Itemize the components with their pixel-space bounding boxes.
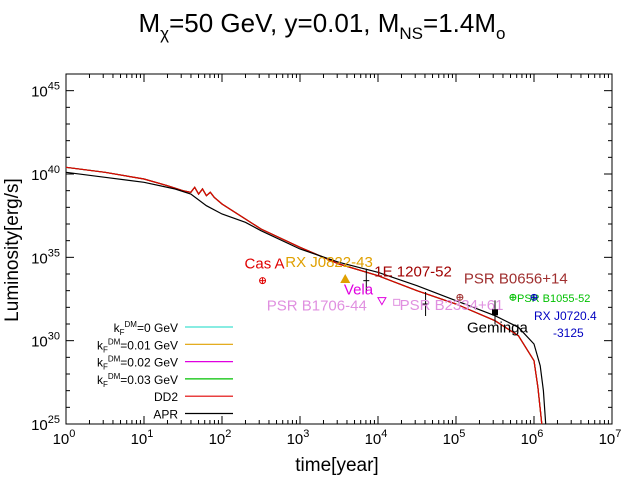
legend-label: DD2 [154,390,178,404]
x-tick-exponent: 4 [381,428,387,440]
legend-label-part: =0.03 GeV [120,373,178,387]
observation-label: Vela [344,282,374,299]
y-tick-base: 10 [31,417,48,434]
x-tick-label: 105 [443,428,466,448]
y-tick-base: 10 [31,334,48,351]
y-axis-label: Luminosity[erg/s] [2,178,23,322]
observation-marker [340,274,351,283]
observation-label: Cas A [245,256,285,273]
axis-tick-labels: 100 101 102 103 104 105 106 1071025103010351040… [31,81,621,448]
x-tick-label: 104 [365,428,388,448]
x-tick-exponent: 6 [537,428,543,440]
x-tick-base: 10 [209,431,226,448]
legend-label: kFDM=0 GeV [114,320,178,337]
legend-label-subscript: F [103,363,108,372]
x-tick-exponent: 2 [225,428,231,440]
title-part-t1: =50 GeV, y=0.01, M [169,8,399,38]
observation-marker [393,298,401,306]
y-tick-base: 10 [31,167,48,184]
x-tick-label: 106 [521,428,544,448]
y-tick-label: 1040 [31,164,60,184]
plot-frame [65,73,613,425]
title-part-t2: =1.4M [423,8,496,38]
observation-label: PSR B1706-44 [267,297,367,314]
observation-label: PSR B2334+61 [400,297,504,314]
x-tick-base: 10 [443,431,460,448]
x-tick-base: 10 [521,431,538,448]
x-tick-exponent: 7 [615,428,621,440]
legend-label-superscript: DM [108,372,121,381]
observation-label: -3125 [553,326,584,340]
legend-label: APR [153,408,178,422]
title-part-m1: M [138,8,160,38]
observation-label: 1E 1207-52 [374,264,452,281]
legend-label-subscript: F [103,380,108,389]
y-tick-label: 1045 [31,81,60,101]
legend-label-part: k [97,338,104,352]
legend-label-part: APR [153,408,178,422]
y-tick-label: 1025 [31,414,60,434]
legend-label-part: =0.01 GeV [120,338,178,352]
x-tick-base: 10 [599,431,616,448]
observation-label: PSR B1055-52 [517,293,590,305]
y-tick-base: 10 [31,84,48,101]
legend-label-part: =0 GeV [137,321,178,335]
x-tick-label: 107 [599,428,622,448]
x-tick-label: 102 [209,428,232,448]
y-tick-exponent: 30 [48,331,60,343]
legend-label-part: DD2 [154,390,178,404]
observation-label: PSR B0656+14 [464,270,568,287]
observation-label: RX J0720.4 [534,309,597,323]
legend-label: kFDM=0.03 GeV [97,372,178,389]
x-tick-exponent: 1 [147,428,153,440]
title-part-s2: NS [399,24,423,43]
legend-label-subscript: F [103,345,108,354]
x-tick-label: 101 [131,428,154,448]
legend-label: kFDM=0.01 GeV [97,337,178,354]
title-part-s1: χ [160,24,169,43]
x-tick-base: 10 [53,431,70,448]
y-tick-base: 10 [31,250,48,267]
title-part-s3: o [496,24,505,43]
x-tick-label: 100 [53,428,76,448]
series-line-5 [65,171,547,425]
legend-label-superscript: DM [125,320,138,329]
x-tick-exponent: 3 [303,428,309,440]
x-tick-base: 10 [287,431,304,448]
x-tick-exponent: 5 [459,428,465,440]
observation-marker [377,297,387,306]
x-tick-base: 10 [365,431,382,448]
chart-title: Mχ=50 GeV, y=0.01, MNS=1.4Mo [138,8,505,43]
y-tick-label: 1030 [31,331,60,351]
observation-label: Geminga [467,319,529,336]
x-tick-exponent: 0 [69,428,75,440]
observation-label: RX J0822-43 [285,254,373,271]
x-tick-base: 10 [131,431,148,448]
legend-label-part: k [97,356,104,370]
y-tick-exponent: 40 [48,164,60,176]
axis-ticks [65,74,613,425]
legend-label: kFDM=0.02 GeV [97,355,178,372]
legend-label-part: k [114,321,121,335]
legend-label-subscript: F [120,328,125,337]
legend-label-superscript: DM [108,337,121,346]
y-tick-exponent: 45 [48,81,60,93]
legend-label-part: =0.02 GeV [120,356,178,370]
legend-label-superscript: DM [108,355,121,364]
y-tick-exponent: 25 [48,414,60,426]
y-tick-label: 1035 [31,247,60,267]
y-tick-exponent: 35 [48,247,60,259]
x-axis-label: time[year] [295,455,378,476]
x-tick-label: 103 [287,428,310,448]
legend-label-part: k [97,373,104,387]
